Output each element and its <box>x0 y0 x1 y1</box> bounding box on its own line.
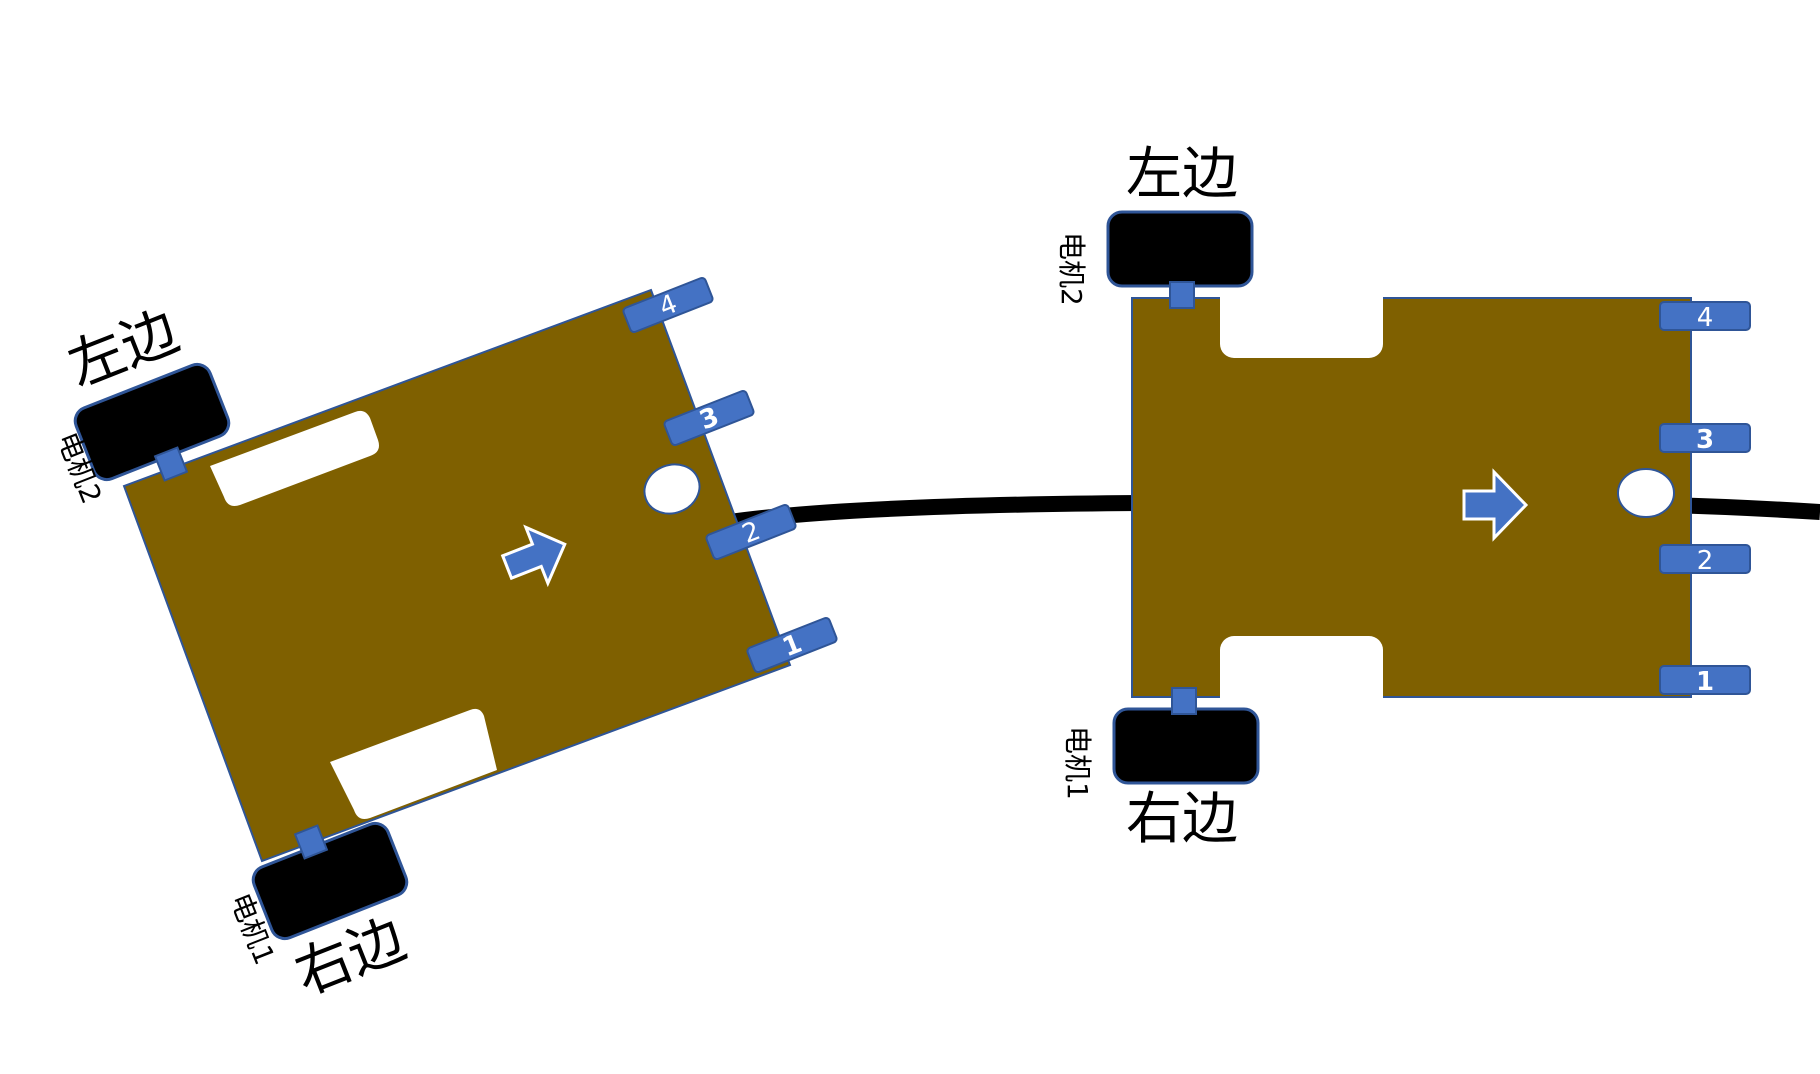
sensor-label: 1 <box>1696 667 1714 697</box>
robot-straight-group: 4 3 2 1 左边 右边 电机2 电机1 <box>1055 142 1751 852</box>
sensor-3: 3 <box>1659 423 1751 455</box>
circle-hole-icon <box>1617 468 1675 518</box>
motor-1-label: 电机1 <box>1061 726 1094 800</box>
motor-connector-right <box>1171 687 1197 715</box>
right-side-label: 右边 <box>1126 787 1238 852</box>
sensor-4: 4 <box>622 276 714 334</box>
arrow-right-icon <box>1462 468 1529 542</box>
arrow-right-icon <box>500 524 567 588</box>
motor-connector-left <box>153 446 189 482</box>
circle-hole-icon <box>643 463 701 515</box>
robot-angled-board <box>122 288 792 863</box>
sensor-1: 1 <box>746 616 838 674</box>
wheel-right <box>1112 707 1260 785</box>
sensor-1: 1 <box>1659 665 1751 697</box>
sensor-label: 2 <box>1697 546 1714 576</box>
sensor-label: 3 <box>1696 425 1714 455</box>
motor-connector-left <box>1169 281 1195 309</box>
wheel-left <box>1106 210 1254 288</box>
left-side-label: 左边 <box>1126 142 1238 207</box>
board-cutout-bottom <box>330 708 497 819</box>
motor-2-label: 电机2 <box>1055 232 1088 306</box>
cutout-edge-bottom <box>1220 678 1383 698</box>
sensor-2: 2 <box>705 503 797 561</box>
cutout-edge-top <box>1220 296 1383 316</box>
motor-connector-right <box>293 824 329 860</box>
sensor-4: 4 <box>1659 301 1751 333</box>
robot-angled-group: 4 3 2 1 左边 右边 电机2 电机1 <box>50 276 838 1008</box>
sensor-label: 4 <box>1697 303 1714 333</box>
sensor-3: 3 <box>663 389 755 447</box>
sensor-2: 2 <box>1659 544 1751 576</box>
robot-straight-board <box>1131 297 1692 698</box>
board-cutout-top <box>210 410 379 506</box>
